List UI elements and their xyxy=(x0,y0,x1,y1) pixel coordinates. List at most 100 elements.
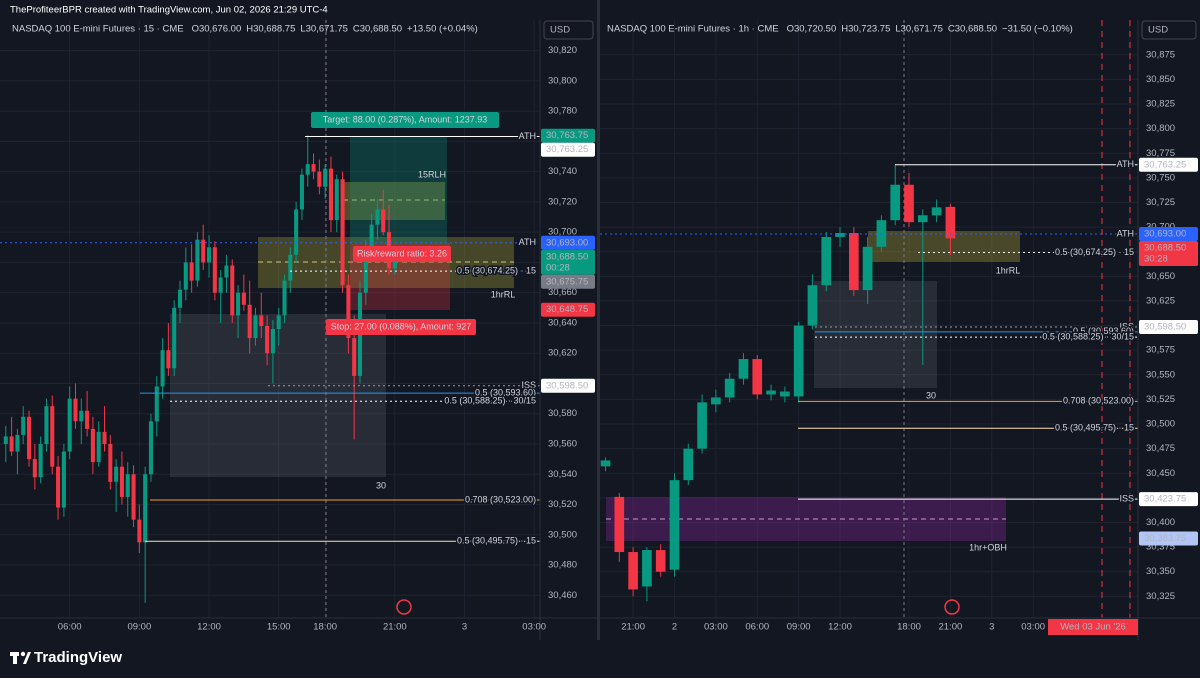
annotation-box xyxy=(326,319,476,335)
price-badge xyxy=(541,249,595,275)
candle-body xyxy=(236,292,241,316)
candle-body xyxy=(265,325,270,354)
ohlc-value: C30,688.50 xyxy=(353,24,402,35)
x-tick-label: 09:00 xyxy=(127,622,151,633)
y-tick-label: 30,475 xyxy=(1146,443,1175,454)
candle-body xyxy=(642,550,652,587)
candle-body xyxy=(697,402,707,449)
cursor-time: Wed 03 Jun '26 xyxy=(1060,622,1126,633)
candle-body xyxy=(862,246,873,291)
target-zone xyxy=(350,137,447,243)
candle-body xyxy=(683,448,694,481)
candle-body xyxy=(738,359,749,379)
candle-body xyxy=(27,416,32,460)
chart-title: NASDAQ 100 E-mini Futures · 1h · CME xyxy=(607,24,779,35)
candle-body xyxy=(259,315,264,326)
candle-body xyxy=(61,451,66,508)
level-label: 0.708 (30,523.00) xyxy=(465,494,536,504)
price-badge-label: 30,648.75 xyxy=(546,304,588,315)
candle-body xyxy=(655,550,666,572)
candle-body xyxy=(848,232,859,291)
candle-body xyxy=(79,410,84,422)
candle-body xyxy=(381,209,386,233)
candle-body xyxy=(821,236,832,286)
level-label: ISS xyxy=(1119,493,1134,503)
y-tick-label: 30,520 xyxy=(548,499,577,510)
y-tick-label: 30,575 xyxy=(1146,345,1175,356)
candle-body xyxy=(102,431,107,444)
candle-body xyxy=(166,350,171,369)
candle-body xyxy=(724,378,735,398)
candle-body xyxy=(270,329,275,354)
candle-body xyxy=(32,459,37,478)
annotation: 1hrRL xyxy=(491,289,516,299)
level-label: 0.5 (30,495.75) · 15 xyxy=(457,536,536,546)
y-tick-label: 30,500 xyxy=(1146,419,1175,430)
y-tick-label: 30,750 xyxy=(1146,172,1175,183)
price-badge-label: 30,763.25 xyxy=(1144,159,1186,170)
zone-1hrrl xyxy=(868,231,1020,262)
candle-body xyxy=(305,164,310,175)
candle-body xyxy=(904,184,914,223)
candle-body xyxy=(752,359,763,395)
candle-body xyxy=(311,164,316,172)
x-tick-label: 21:00 xyxy=(938,622,962,633)
candle-body xyxy=(793,325,804,397)
ohlc-value: O30,720.50 xyxy=(787,24,837,35)
x-tick-label: 03:00 xyxy=(522,622,546,633)
candle-body xyxy=(282,280,287,316)
y-tick-label: 30,850 xyxy=(1146,74,1175,85)
pane-separator xyxy=(597,0,600,640)
zone-30 xyxy=(814,281,937,388)
y-tick-label: 30,650 xyxy=(1146,271,1175,282)
level-label: ATH xyxy=(519,237,536,247)
marks-layer xyxy=(0,135,1138,603)
y-tick-label: 30,460 xyxy=(548,590,577,601)
alert-icon xyxy=(944,599,960,615)
price-badge xyxy=(541,302,595,317)
candle-body xyxy=(230,265,235,316)
price-badge xyxy=(1139,492,1198,507)
annotation: 30 xyxy=(376,480,386,490)
candle-body xyxy=(317,171,322,187)
alert-icon xyxy=(396,599,412,615)
ohlc-value: C30,688.50 xyxy=(948,24,997,35)
price-badge xyxy=(1139,320,1198,335)
candle-body xyxy=(177,289,183,308)
currency-box xyxy=(1141,20,1197,40)
annotation-box xyxy=(311,112,499,128)
candle-body xyxy=(890,184,901,221)
candle-body xyxy=(212,247,217,293)
ohlc-value: −31.50 (−0.10%) xyxy=(1002,24,1073,35)
candle-body xyxy=(945,206,956,239)
author-line: TheProfiteerBPR created with TradingView… xyxy=(10,5,328,16)
price-badge-label: 30,598.50 xyxy=(546,380,588,391)
x-tick-label: 03:00 xyxy=(704,622,728,633)
price-badge-label: 30,693.00 xyxy=(546,237,588,248)
cursor-time-box xyxy=(1048,619,1138,635)
candle-body xyxy=(931,207,942,216)
logo-mark xyxy=(23,652,31,664)
candle-body xyxy=(346,285,351,339)
grid-layer xyxy=(0,20,1138,618)
candle-body xyxy=(143,474,148,543)
candle-body xyxy=(340,179,345,286)
ohlc-value: +13.50 (+0.04%) xyxy=(407,24,478,35)
candle-body xyxy=(369,224,374,248)
y-tick-label: 30,800 xyxy=(1146,123,1175,134)
candle-body xyxy=(614,496,625,553)
zone-15rlh xyxy=(343,182,445,220)
price-badge-label: 30,688.50 xyxy=(1144,242,1186,253)
currency: USD xyxy=(550,25,570,36)
x-tick-label: 09:00 xyxy=(787,622,811,633)
annotation: Risk/reward ratio: 3.26 xyxy=(357,248,447,258)
brand: TradingView xyxy=(34,649,122,666)
y-tick-label: 30,625 xyxy=(1146,295,1175,306)
price-badge xyxy=(541,378,595,393)
candle-body xyxy=(50,406,55,467)
y-tick-label: 30,800 xyxy=(548,75,577,86)
candle-body xyxy=(125,474,130,497)
candle-body xyxy=(201,239,206,263)
candle-body xyxy=(96,431,101,463)
candle-body xyxy=(195,239,200,281)
